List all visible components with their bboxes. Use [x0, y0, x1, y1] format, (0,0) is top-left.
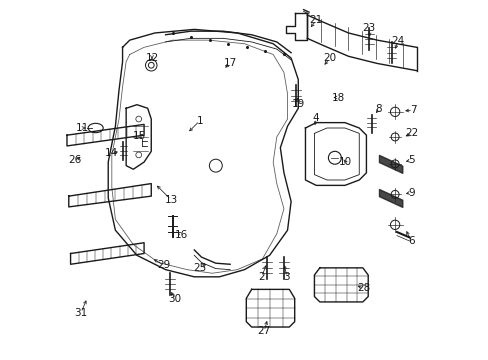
- Text: 11: 11: [76, 123, 89, 133]
- Text: 10: 10: [338, 157, 351, 167]
- Text: 12: 12: [145, 53, 158, 63]
- Text: 21: 21: [309, 15, 322, 26]
- Text: 3: 3: [283, 272, 289, 282]
- Text: 9: 9: [407, 188, 414, 198]
- Text: 31: 31: [74, 308, 87, 318]
- Text: 8: 8: [375, 104, 382, 114]
- Text: 16: 16: [174, 230, 187, 239]
- Text: 30: 30: [168, 294, 181, 304]
- Text: 1: 1: [196, 116, 203, 126]
- Text: 2: 2: [258, 272, 264, 282]
- Text: 19: 19: [291, 99, 305, 109]
- Text: 17: 17: [223, 58, 236, 68]
- Text: 26: 26: [68, 155, 81, 165]
- Text: 27: 27: [257, 326, 270, 336]
- Text: 6: 6: [407, 236, 414, 246]
- Text: 4: 4: [312, 113, 319, 123]
- Text: 7: 7: [409, 105, 415, 115]
- Text: 13: 13: [164, 195, 177, 205]
- Text: 18: 18: [331, 93, 345, 103]
- Text: 25: 25: [193, 263, 206, 273]
- Text: 14: 14: [104, 148, 118, 158]
- Text: 5: 5: [407, 155, 414, 165]
- Text: 28: 28: [356, 283, 369, 293]
- Text: 15: 15: [133, 131, 146, 141]
- Text: 29: 29: [157, 260, 170, 270]
- Text: 23: 23: [362, 23, 375, 33]
- Text: 24: 24: [390, 36, 404, 46]
- Text: 22: 22: [405, 128, 418, 138]
- Text: 20: 20: [323, 53, 336, 63]
